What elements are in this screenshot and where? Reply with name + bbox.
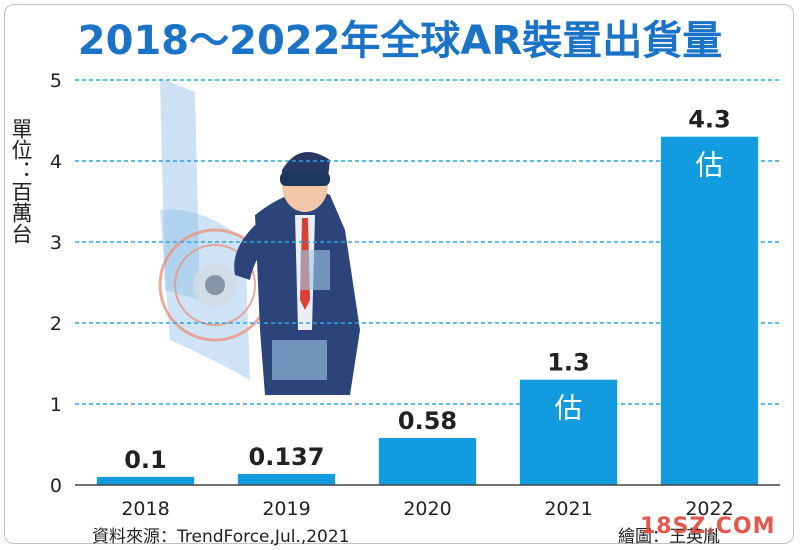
x-tick-label: 2019 [262,498,310,520]
chart-title: 2018～2022年全球AR裝置出貨量 [77,18,723,64]
y-tick-labels: 0 1 2 3 4 5 [50,70,62,497]
y-tick-label: 0 [50,475,62,497]
data-label: 0.1 [124,446,167,474]
data-label: 1.3 [547,349,590,377]
value-labels: 0.1 0.137 0.58 1.3 4.3 [124,106,731,474]
y-axis-label: 單位：百萬台 [9,118,33,244]
data-label: 0.137 [249,443,325,471]
x-tick-label: 2021 [544,498,592,520]
x-tick-label: 2020 [403,498,451,520]
bars [96,136,759,485]
bar [519,379,618,485]
y-tick-label: 3 [50,232,62,254]
y-tick-label: 2 [50,313,62,335]
y-gridlines [75,79,780,405]
y-tick-label: 1 [50,394,62,416]
source-note: 資料來源：TrendForce,Jul.,2021 [92,527,350,547]
x-tick-labels: 2018 2019 2020 2021 2022 [121,498,733,520]
estimate-label: 估 [695,149,723,182]
data-label: 0.58 [398,407,457,435]
x-tick-label: 2018 [121,498,169,520]
bar [96,476,195,485]
estimate-labels: 估估 [554,149,723,425]
credit-note: 繪圖：王英胤 [618,527,720,547]
x-tick-label: 2022 [685,498,733,520]
estimate-label: 估 [554,392,582,425]
bar [378,438,477,485]
watermark: 18SZ.COM [640,514,776,539]
y-tick-label: 4 [50,151,62,173]
ar-headset-businessman-icon [158,78,360,395]
bar [237,473,336,485]
y-tick-label: 5 [50,70,62,92]
bar [660,136,759,485]
data-label: 4.3 [688,106,731,134]
